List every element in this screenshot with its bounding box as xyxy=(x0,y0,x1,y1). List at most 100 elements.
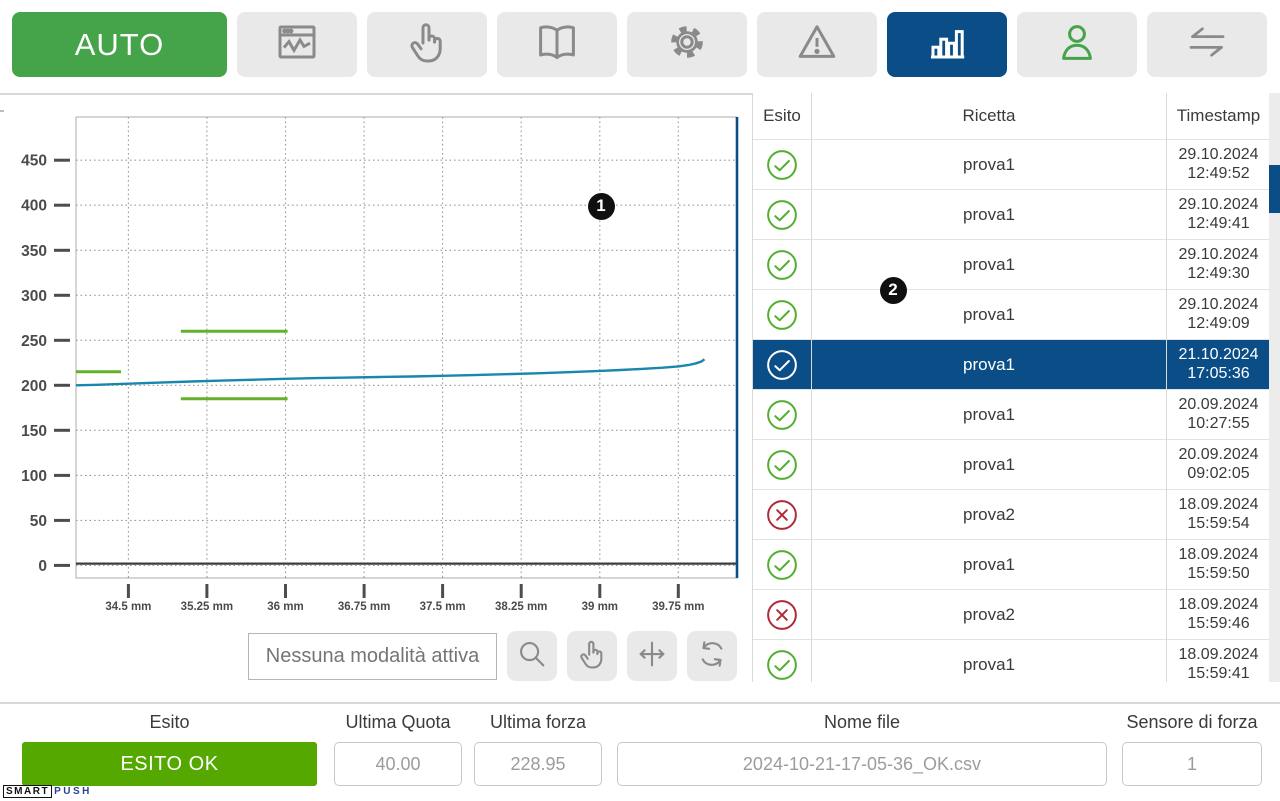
table-row[interactable]: prova2 18.09.2024 15:59:54 xyxy=(753,489,1270,539)
table-scrollbar-thumb[interactable] xyxy=(1269,165,1280,213)
check-circle-icon xyxy=(766,449,798,481)
force-position-chart[interactable]: 0 50 100 150 200 250 300 350 400 450 34.5 mm 35.25 … xyxy=(0,95,752,715)
esito-status-text: ESITO OK xyxy=(120,752,219,775)
table-row[interactable]: prova1 20.09.2024 10:27:55 xyxy=(753,389,1270,439)
result-status-cell xyxy=(753,590,812,639)
result-status-cell xyxy=(753,140,812,189)
chart-mode-text: Nessuna modalità attiva xyxy=(265,645,480,667)
svg-text:36 mm: 36 mm xyxy=(267,601,303,613)
table-row[interactable]: prova1 18.09.2024 15:59:50 xyxy=(753,539,1270,589)
svg-text:38.25 mm: 38.25 mm xyxy=(495,601,547,613)
result-status-cell xyxy=(753,240,812,289)
svg-text:400: 400 xyxy=(21,198,47,215)
move-horizontal-button[interactable] xyxy=(627,631,677,681)
svg-text:50: 50 xyxy=(30,513,47,530)
annotation-badge-1: 1 xyxy=(587,192,615,220)
toolbar-divider xyxy=(0,93,1280,95)
toolbar-button-io[interactable] xyxy=(1147,12,1267,77)
gear-icon xyxy=(663,18,711,71)
svg-text:150: 150 xyxy=(21,423,47,440)
check-circle-icon xyxy=(766,149,798,181)
reset-zoom-button[interactable] xyxy=(687,631,737,681)
recipe-cell: prova1 xyxy=(812,340,1167,389)
toolbar-button-monitor[interactable] xyxy=(237,12,357,77)
result-status-cell xyxy=(753,290,812,339)
svg-text:36.75 mm: 36.75 mm xyxy=(338,601,390,613)
recipe-cell: prova1 xyxy=(812,540,1167,589)
column-header-timestamp: Timestamp xyxy=(1176,106,1261,125)
timestamp-cell: 18.09.2024 15:59:54 xyxy=(1178,496,1259,532)
svg-text:39.75 mm: 39.75 mm xyxy=(652,601,704,613)
toolbar-button-user[interactable] xyxy=(1017,12,1137,77)
user-icon xyxy=(1053,18,1101,71)
results-table: Esito Ricetta Timestamp prova1 29.10.2024… xyxy=(752,93,1280,682)
hand-pointer-icon xyxy=(403,18,451,71)
result-status-cell xyxy=(753,190,812,239)
timestamp-cell: 29.10.2024 12:49:09 xyxy=(1178,296,1259,332)
svg-text:39 mm: 39 mm xyxy=(582,601,618,613)
ultima-quota-label: Ultima Quota xyxy=(345,712,451,732)
timestamp-cell: 29.10.2024 12:49:30 xyxy=(1178,246,1259,282)
check-circle-icon xyxy=(766,399,798,431)
toolbar-button-recipes[interactable] xyxy=(497,12,617,77)
table-row[interactable]: prova1 29.10.2024 12:49:30 xyxy=(753,239,1270,289)
chart-mode-status: Nessuna modalità attiva xyxy=(248,633,497,680)
check-circle-icon xyxy=(766,199,798,231)
warning-triangle-icon xyxy=(793,18,841,71)
check-circle-icon xyxy=(766,249,798,281)
recipe-cell: prova1 xyxy=(812,240,1167,289)
auto-mode-button[interactable]: AUTO xyxy=(12,12,227,77)
ultima-forza-field: 228.95 xyxy=(474,742,602,786)
bar-chart-icon xyxy=(923,18,971,71)
result-status-cell xyxy=(753,390,812,439)
toolbar-button-statistics[interactable] xyxy=(887,12,1007,77)
cross-circle-icon xyxy=(766,499,798,531)
table-row[interactable]: prova1 20.09.2024 09:02:05 xyxy=(753,439,1270,489)
table-row[interactable]: prova2 18.09.2024 15:59:46 xyxy=(753,589,1270,639)
footer-divider xyxy=(0,702,1280,704)
ultima-quota-field: 40.00 xyxy=(334,742,462,786)
svg-text:35.25 mm: 35.25 mm xyxy=(181,601,233,613)
svg-text:34.5 mm: 34.5 mm xyxy=(105,601,151,613)
timestamp-cell: 18.09.2024 15:59:46 xyxy=(1178,596,1259,632)
timestamp-cell: 20.09.2024 09:02:05 xyxy=(1178,446,1259,482)
svg-text:300: 300 xyxy=(21,288,47,305)
svg-text:100: 100 xyxy=(21,468,47,485)
sensore-forza-label: Sensore di forza xyxy=(1126,712,1258,732)
recipe-cell: prova1 xyxy=(812,440,1167,489)
table-row[interactable]: prova1 29.10.2024 12:49:41 xyxy=(753,189,1270,239)
svg-text:200: 200 xyxy=(21,378,47,395)
recipe-cell: prova1 xyxy=(812,190,1167,239)
table-row[interactable]: prova1 29.10.2024 12:49:52 xyxy=(753,139,1270,189)
table-row[interactable]: prova1 21.10.2024 17:05:36 xyxy=(753,339,1270,389)
results-table-header: Esito Ricetta Timestamp xyxy=(753,93,1270,139)
toolbar-button-alarms[interactable] xyxy=(757,12,877,77)
column-header-esito: Esito xyxy=(753,93,812,139)
pan-button[interactable] xyxy=(567,631,617,681)
esito-label: Esito xyxy=(149,712,190,732)
toolbar-button-settings[interactable] xyxy=(627,12,747,77)
cross-circle-icon xyxy=(766,599,798,631)
nome-file-field: 2024-10-21-17-05-36_OK.csv xyxy=(617,742,1107,786)
results-table-body: prova1 29.10.2024 12:49:52 prova1 29.10.2024… xyxy=(753,139,1280,682)
result-status-cell xyxy=(753,340,812,389)
result-status-cell xyxy=(753,490,812,539)
esito-status-banner: ESITO OK xyxy=(22,742,317,786)
svg-text:250: 250 xyxy=(21,333,47,350)
table-row[interactable]: prova1 29.10.2024 12:49:09 xyxy=(753,289,1270,339)
auto-mode-label: AUTO xyxy=(74,26,165,62)
recipe-cell: prova2 xyxy=(812,490,1167,539)
table-row[interactable]: prova1 18.09.2024 15:59:41 xyxy=(753,639,1270,682)
logo-smart: SMART xyxy=(3,785,53,798)
svg-text:350: 350 xyxy=(21,243,47,260)
zoom-button[interactable] xyxy=(507,631,557,681)
check-circle-icon xyxy=(766,349,798,381)
open-book-icon xyxy=(533,18,581,71)
recipe-cell: prova1 xyxy=(812,390,1167,439)
table-scrollbar-track[interactable] xyxy=(1269,93,1280,682)
result-status-cell xyxy=(753,440,812,489)
refresh-icon xyxy=(695,637,729,676)
toolbar-button-manual[interactable] xyxy=(367,12,487,77)
recipe-cell: prova1 xyxy=(812,140,1167,189)
